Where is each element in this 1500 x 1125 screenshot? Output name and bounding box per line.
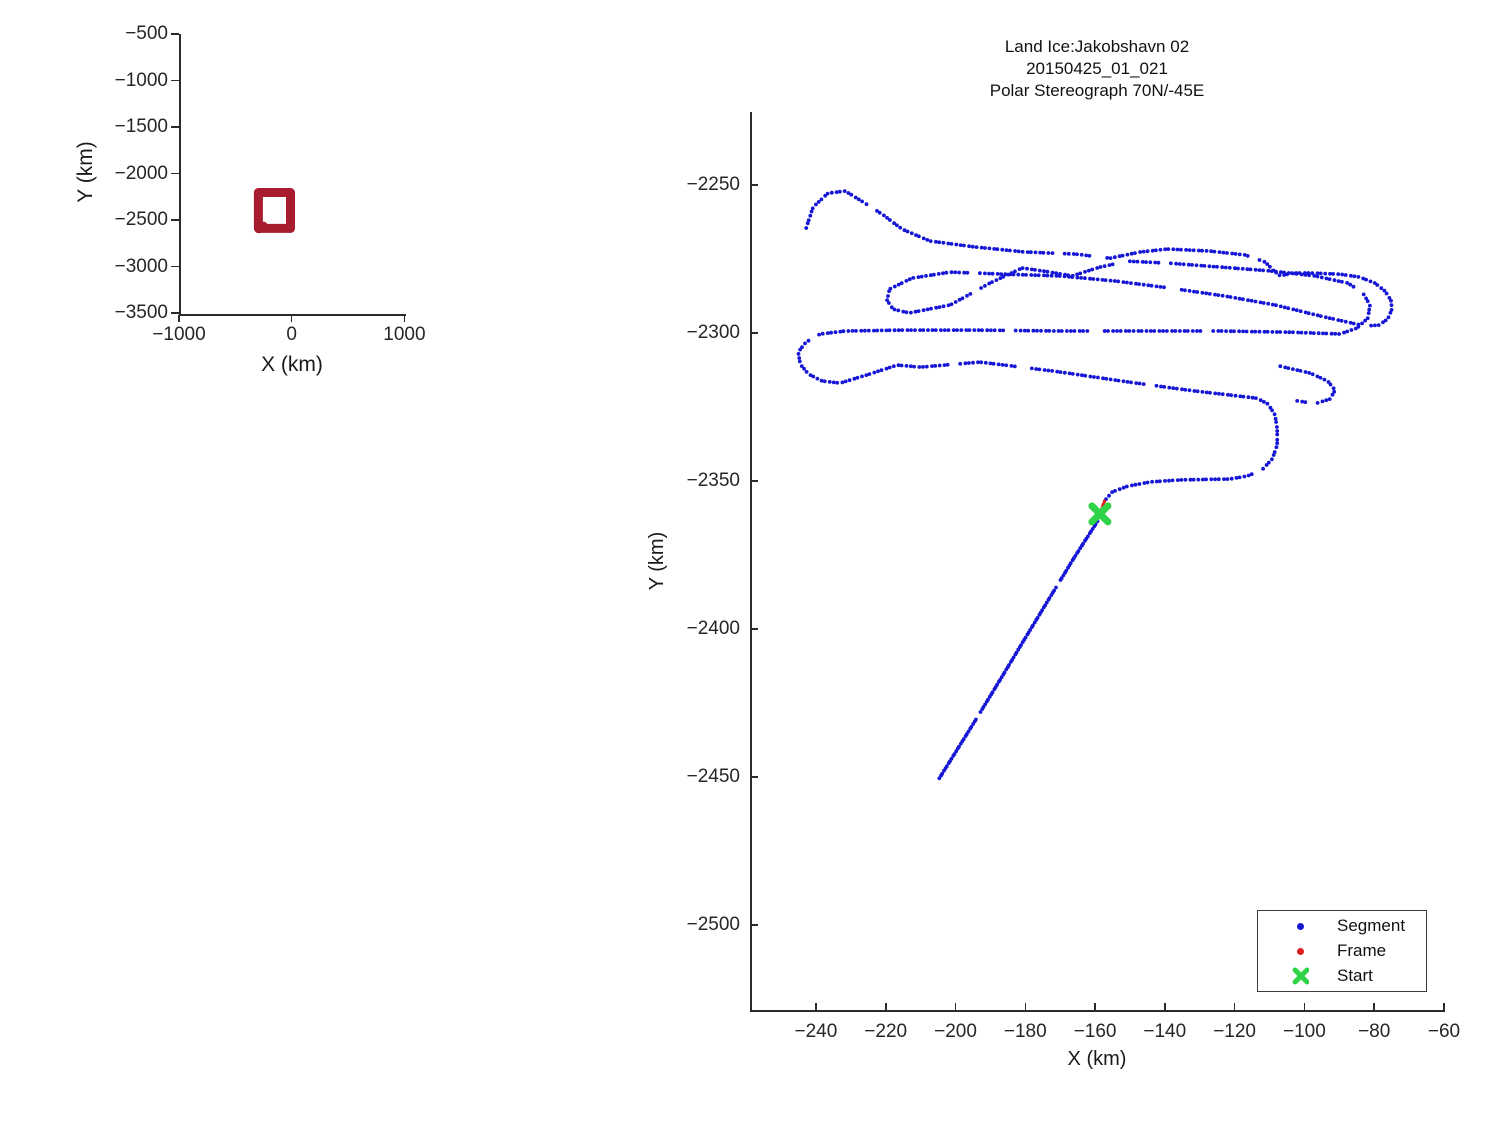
inset-track-outline <box>253 188 295 234</box>
main-x-tick <box>1164 1003 1166 1010</box>
frame-dot-icon <box>1291 942 1309 960</box>
inset-y-tick <box>171 126 179 128</box>
main-x-tick-label: −220 <box>864 1021 908 1042</box>
plot-title: Land Ice:Jakobshavn 02 20150425_01_021 P… <box>797 36 1397 102</box>
main-x-tick-label: −140 <box>1143 1021 1187 1042</box>
title-line-3: Polar Stereograph 70N/-45E <box>989 81 1205 100</box>
main-y-tick-label: −2500 <box>686 914 740 936</box>
segment-dot-icon <box>1291 917 1309 935</box>
main-x-tick-label: −160 <box>1073 1021 1117 1042</box>
legend-item-segment: Segment <box>1258 914 1426 939</box>
segment-track-dots <box>796 189 1394 781</box>
inset-x-tick-label: −1000 <box>152 324 206 345</box>
inset-x-tick-label: 1000 <box>383 324 426 345</box>
main-x-tick-label: −240 <box>794 1021 838 1042</box>
start-marker-icon <box>1088 502 1112 526</box>
inset-y-tick-label: −3000 <box>114 255 168 277</box>
main-y-tick <box>751 924 758 926</box>
main-y-tick <box>751 628 758 630</box>
legend-label-segment: Segment <box>1337 916 1406 936</box>
title-line-2: 20150425_01_021 <box>1026 59 1168 78</box>
main-y-tick-label: −2450 <box>686 766 740 788</box>
main-x-tick-label: −60 <box>1427 1021 1461 1042</box>
inset-y-tick <box>171 219 179 221</box>
legend-label-frame: Frame <box>1337 941 1387 960</box>
legend-box: Segment Frame Start <box>1257 910 1427 992</box>
inset-x-axis-label: X (km) <box>261 353 323 376</box>
main-x-tick <box>1303 1003 1306 1010</box>
main-y-tick-label: −2350 <box>686 470 740 492</box>
main-y-axis-spine <box>750 112 752 1011</box>
main-y-tick <box>751 776 758 778</box>
inset-y-tick-label: −500 <box>125 23 168 44</box>
inset-x-tick-label: 0 <box>286 324 297 345</box>
legend-item-frame: Frame <box>1258 939 1426 964</box>
main-x-tick-label: −80 <box>1358 1021 1391 1042</box>
legend-label-start: Start <box>1337 965 1373 985</box>
inset-x-tick <box>290 315 293 322</box>
main-y-tick <box>751 480 758 482</box>
main-y-tick <box>751 184 758 186</box>
inset-y-tick <box>171 79 179 82</box>
inset-x-tick <box>403 315 406 322</box>
title-line-1: Land Ice:Jakobshavn 02 <box>1004 37 1190 56</box>
main-x-tick <box>815 1003 817 1010</box>
main-x-tick-label: −100 <box>1282 1021 1326 1042</box>
main-x-tick <box>954 1003 957 1010</box>
inset-y-tick-label: −2000 <box>114 162 168 184</box>
main-x-tick <box>1443 1003 1445 1010</box>
inset-y-tick-label: −1500 <box>114 116 168 137</box>
main-y-tick <box>751 332 758 334</box>
inset-y-tick <box>171 265 179 268</box>
main-x-tick-label: −200 <box>934 1021 977 1042</box>
main-x-tick <box>885 1003 887 1010</box>
main-x-tick-label: −120 <box>1213 1021 1256 1042</box>
main-x-tick <box>1094 1003 1096 1010</box>
main-y-tick-label: −2400 <box>686 618 740 640</box>
inset-y-tick <box>171 312 179 314</box>
main-x-tick <box>1024 1003 1026 1010</box>
inset-x-tick <box>178 315 180 322</box>
main-x-tick-label: −180 <box>1003 1021 1047 1042</box>
main-x-axis-spine <box>750 1010 1445 1012</box>
main-x-tick <box>1373 1003 1375 1010</box>
inset-y-tick <box>171 33 179 35</box>
main-x-tick <box>1233 1003 1236 1010</box>
inset-x-axis-spine <box>179 314 406 316</box>
main-y-axis-label: Y (km) <box>646 531 668 591</box>
main-y-tick-label: −2250 <box>686 174 740 196</box>
inset-y-tick-label: −2500 <box>114 209 168 230</box>
inset-y-tick <box>171 172 179 175</box>
inset-y-tick-label: −3500 <box>114 302 168 324</box>
legend-item-start: Start <box>1258 963 1426 988</box>
inset-y-axis-spine <box>179 34 181 315</box>
start-cross-icon <box>1291 967 1309 985</box>
main-y-tick-label: −2300 <box>686 322 740 344</box>
main-x-axis-label: X (km) <box>1067 1048 1127 1070</box>
inset-y-tick-label: −1000 <box>114 69 168 91</box>
